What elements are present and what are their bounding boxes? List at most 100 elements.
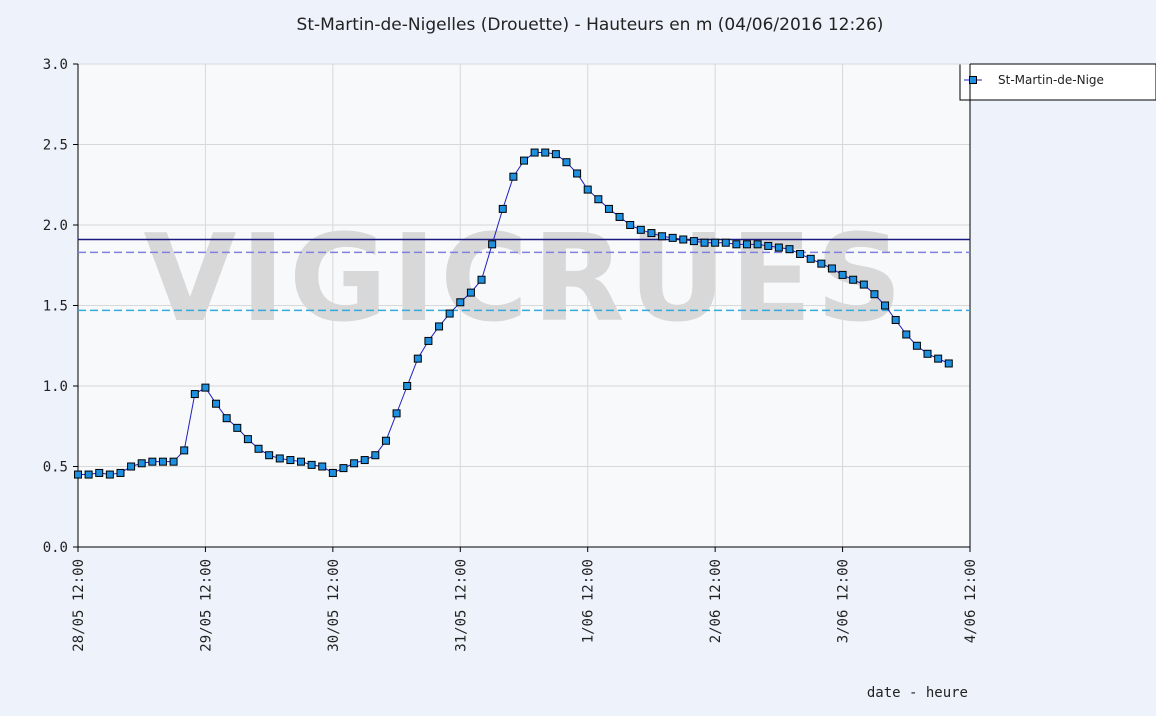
data-point xyxy=(647,229,656,238)
data-point xyxy=(84,470,93,479)
data-point xyxy=(923,349,932,358)
data-point xyxy=(827,264,836,273)
data-point xyxy=(477,275,486,284)
x-tick-label: 2/06 12:00 xyxy=(708,559,724,643)
legend-label: St-Martin-de-Nige xyxy=(998,73,1104,87)
data-point xyxy=(573,169,582,178)
legend-swatch xyxy=(969,76,977,84)
x-tick-label: 31/05 12:00 xyxy=(453,559,469,652)
data-point xyxy=(222,414,231,423)
data-point xyxy=(806,254,815,263)
data-point xyxy=(254,444,263,453)
data-point xyxy=(424,336,433,345)
y-tick-label: 3.0 xyxy=(43,57,68,73)
data-point xyxy=(350,459,359,468)
data-point xyxy=(339,464,348,473)
x-tick-label: 29/05 12:00 xyxy=(198,559,214,652)
watermark: VIGICRUES xyxy=(144,210,907,349)
data-point xyxy=(318,462,327,471)
data-point xyxy=(403,382,412,390)
data-point xyxy=(201,383,210,392)
data-point xyxy=(148,457,157,466)
data-point xyxy=(456,298,465,307)
y-tick-label: 0.0 xyxy=(43,540,68,556)
x-tick-label: 30/05 12:00 xyxy=(326,559,342,652)
data-point xyxy=(774,243,783,252)
data-point xyxy=(912,341,921,350)
data-point xyxy=(127,462,136,471)
data-point xyxy=(944,359,953,368)
data-point xyxy=(180,446,189,455)
y-tick-label: 2.0 xyxy=(43,218,68,234)
data-point xyxy=(583,185,592,194)
data-point xyxy=(488,240,497,249)
data-point xyxy=(785,245,794,254)
data-point xyxy=(212,399,221,408)
data-point xyxy=(169,457,178,466)
y-tick-label: 1.0 xyxy=(43,379,68,395)
data-point xyxy=(158,457,167,466)
data-point xyxy=(520,156,528,165)
data-point xyxy=(838,270,847,279)
data-point xyxy=(265,451,274,460)
data-point xyxy=(636,225,645,234)
data-point xyxy=(392,409,401,418)
data-point xyxy=(668,233,677,242)
data-point xyxy=(902,330,911,339)
x-axis-label: date - heure xyxy=(867,685,968,701)
data-point xyxy=(881,301,890,310)
data-point xyxy=(679,235,688,244)
data-point xyxy=(562,158,571,167)
data-point xyxy=(551,150,560,159)
data-point xyxy=(849,275,858,284)
legend xyxy=(959,63,1156,101)
data-point xyxy=(934,354,943,363)
data-point xyxy=(74,470,82,479)
data-point xyxy=(870,290,879,299)
data-point xyxy=(732,240,741,249)
data-point xyxy=(604,204,613,213)
data-point xyxy=(435,322,444,331)
data-point xyxy=(466,288,475,297)
y-tick-label: 1.5 xyxy=(43,299,68,315)
data-point xyxy=(658,232,667,241)
data-point xyxy=(541,148,550,157)
data-point xyxy=(753,240,762,249)
data-point xyxy=(286,456,295,465)
data-point xyxy=(371,451,380,460)
data-point xyxy=(626,221,635,229)
data-point xyxy=(700,238,709,247)
data-point xyxy=(817,259,826,268)
data-point xyxy=(891,315,900,324)
data-point xyxy=(594,195,603,204)
data-point xyxy=(615,212,624,221)
data-point xyxy=(233,423,242,432)
chart-title: St-Martin-de-Nigelles (Drouette) - Haute… xyxy=(297,15,884,35)
y-tick-label: 2.5 xyxy=(43,138,68,154)
data-point xyxy=(509,172,518,181)
data-point xyxy=(689,237,698,246)
data-point xyxy=(307,460,316,469)
data-point xyxy=(721,238,730,247)
data-point xyxy=(413,354,422,363)
data-point xyxy=(275,454,284,463)
data-point xyxy=(381,436,390,445)
data-point xyxy=(190,390,199,399)
data-point xyxy=(530,148,539,157)
data-point xyxy=(297,457,305,466)
data-point xyxy=(764,241,773,250)
data-point xyxy=(116,468,125,477)
data-point xyxy=(243,435,252,444)
x-tick-label: 1/06 12:00 xyxy=(581,559,597,643)
x-tick-label: 28/05 12:00 xyxy=(71,559,87,652)
data-point xyxy=(445,309,454,318)
data-point xyxy=(137,459,146,468)
data-point xyxy=(743,240,751,249)
data-point xyxy=(796,249,805,258)
x-tick-label: 4/06 12:00 xyxy=(963,559,979,643)
x-tick-label: 3/06 12:00 xyxy=(836,559,852,643)
data-point xyxy=(105,470,114,479)
data-point xyxy=(711,238,720,247)
y-tick-label: 0.5 xyxy=(43,460,68,476)
